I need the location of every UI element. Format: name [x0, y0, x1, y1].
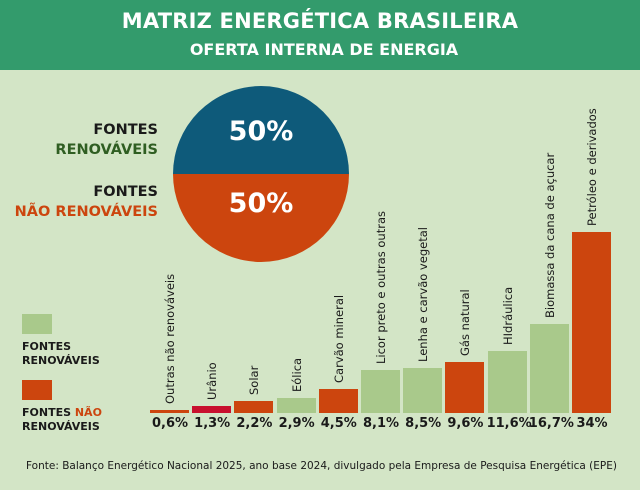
pie-label-renewable-line1: FONTES: [93, 122, 158, 138]
bar-label: HIdráulica: [500, 287, 515, 346]
bar-label: Carvão mineral: [331, 294, 346, 383]
bar-label: Urânio: [205, 362, 220, 401]
legend-label-non-renewable: FONTES NÃO RENOVÁVEIS: [22, 406, 102, 434]
legend-non-renewable-line2: RENOVÁVEIS: [22, 420, 100, 433]
bar-label: Gás natural: [458, 289, 473, 356]
chart-title: MATRIZ ENERGÉTICA BRASILEIRA: [121, 9, 519, 33]
pie-value-non-renewable: 50%: [228, 188, 294, 219]
pie-label-renewable-line2: RENOVÁVEIS: [55, 142, 158, 158]
pie-slice-non-renewable: 50%: [173, 174, 349, 262]
bar-label: Solar: [247, 365, 262, 396]
legend-non-renewable-line1b: NÃO: [74, 406, 102, 419]
legend-non-renewable-line1a: FONTES: [22, 406, 75, 419]
bar: [318, 389, 358, 413]
bar-value: 34%: [576, 416, 608, 431]
legend-swatch-renewable: [22, 314, 52, 334]
legend-renewable-line1: FONTES: [22, 340, 72, 353]
bar-label: Biomassa da cana de açucar: [542, 152, 557, 318]
bar-value: 9,6%: [447, 416, 484, 431]
legend-renewable-line2: RENOVÁVEIS: [22, 354, 100, 367]
bar-value: 2,2%: [236, 416, 273, 431]
chart-subtitle: OFERTA INTERNA DE ENERGIA: [189, 40, 459, 59]
bar: [234, 401, 274, 413]
bar: [445, 361, 485, 413]
bar: [150, 409, 189, 413]
bar-value: 2,9%: [278, 416, 315, 431]
bar-label: Petróleo e derivados: [585, 107, 599, 226]
bar-label: Lenha e carvão vegetal: [416, 226, 431, 362]
bar-value: 8,5%: [405, 416, 442, 431]
bar-value: 11,6%: [486, 416, 532, 431]
pie-chart: 50% 50%: [173, 86, 349, 262]
bar: [572, 231, 611, 413]
bar-label: Outras não renováveis: [163, 273, 177, 404]
header-banner: MATRIZ ENERGÉTICA BRASILEIRA OFERTA INTE…: [0, 0, 640, 70]
bar: [276, 397, 316, 413]
bar-label: Licor preto e outras outras: [374, 210, 388, 364]
pie-label-non-renewable-line2: NÃO RENOVÁVEIS: [14, 204, 158, 220]
bar: [403, 367, 443, 413]
pie-label-renewable: FONTES RENOVÁVEIS: [55, 120, 158, 160]
pie-value-renewable: 50%: [228, 116, 294, 147]
pie-label-non-renewable: FONTES NÃO RENOVÁVEIS: [15, 182, 158, 222]
pie-slice-renewable: 50%: [173, 86, 349, 174]
bar-value: 1,3%: [194, 416, 231, 431]
bar-label: Eólica: [289, 357, 304, 392]
bar: [192, 406, 232, 413]
bar: [487, 351, 527, 413]
bar-value: 16,7%: [528, 416, 574, 431]
bar-value: 4,5%: [320, 416, 357, 431]
bar-value: 0,6%: [151, 416, 189, 431]
bar: [529, 323, 569, 413]
legend-label-renewable: FONTES RENOVÁVEIS: [22, 340, 100, 368]
source-note: Fonte: Balanço Energético Nacional 2025,…: [26, 460, 617, 472]
legend-swatch-non-renewable: [22, 380, 52, 400]
bar-value: 8,1%: [362, 416, 400, 431]
bar: [361, 369, 400, 413]
pie-label-non-renewable-line1: FONTES: [93, 184, 158, 200]
